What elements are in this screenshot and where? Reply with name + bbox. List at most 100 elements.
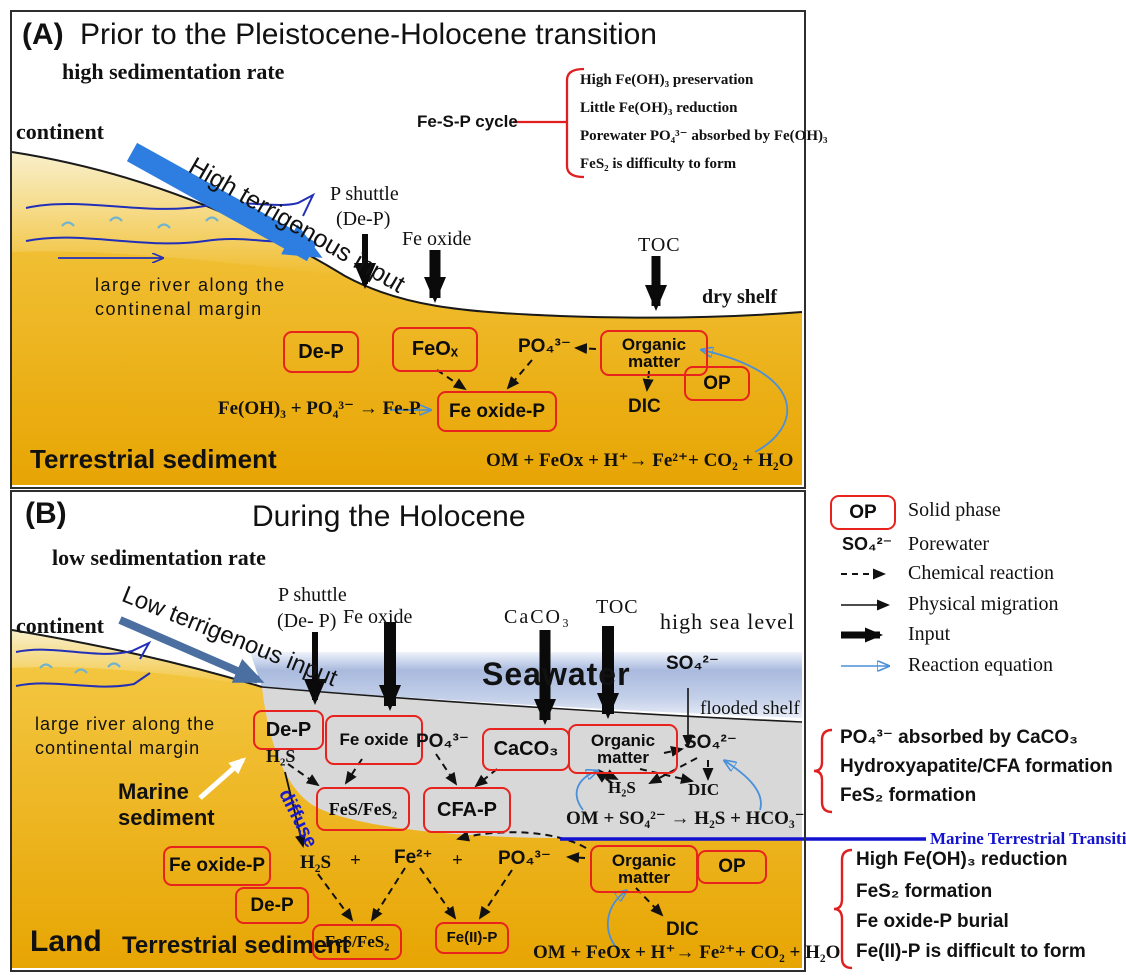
river-label-a-line2: continenal margin <box>95 299 263 319</box>
marine-sediment-pointer-icon <box>198 757 246 800</box>
river-label-b-line1: large river along the <box>35 714 216 734</box>
annotation-brackets <box>813 728 853 970</box>
terrestrial-note-2: FeS₂ formation <box>856 881 993 902</box>
box-fe-oxide-p-a: Fe oxide-P <box>437 391 557 432</box>
marine-note-1: PO₄³⁻ absorbed by CaCO₃ <box>840 727 1078 748</box>
p-shuttle-label-a-line2: (De-P) <box>336 208 391 230</box>
fe-oxide-label-b: Fe oxide <box>343 606 413 628</box>
panel-a-terrain <box>11 151 803 485</box>
diffuse-arrow <box>284 771 306 848</box>
sedimentation-rate-label-b: low sedimentation rate <box>52 545 266 570</box>
cycle-item-3: Porewater PO₄³⁻ absorbed by Fe(OH)₃ <box>580 128 828 144</box>
porewater-po4-upper: PO₄³⁻ <box>416 731 469 752</box>
cycle-item-1: High Fe(OH)₃ preservation <box>580 72 754 88</box>
marine-sediment-label-line2: sediment <box>118 805 215 830</box>
p-shuttle-label-b-line1: P shuttle <box>278 584 347 606</box>
terrestrial-sediment-label-b: Terrestrial sediment <box>122 932 350 959</box>
legend-label-physical-migration: Physical migration <box>908 593 1059 615</box>
porewater-po4-a: PO₄³⁻ <box>518 336 571 357</box>
terrestrial-sediment-label-a: Terrestrial sediment <box>30 444 277 474</box>
high-sea-level-label: high sea level <box>660 609 795 634</box>
legend-so4-symbol: SO₄²⁻ <box>842 534 893 554</box>
reaction-arrows-a <box>390 350 789 453</box>
porewater-h2s-upper: H₂S <box>266 746 296 766</box>
panel-b-frame <box>10 490 806 972</box>
plus-sign-2: + <box>452 850 463 871</box>
flooded-shelf-label: flooded shelf <box>700 698 800 719</box>
cycle-item-4: FeS₂ is difficulty to form <box>580 156 737 172</box>
dry-shelf-label: dry shelf <box>702 286 777 308</box>
toc-label-a: TOC <box>638 234 681 256</box>
box-feox-a: FeOₓ <box>392 327 478 372</box>
box-fes-b-lower: FeS/FeS₂ <box>312 924 402 960</box>
box-de-p-b-upper: De-P <box>253 710 324 750</box>
legend-label-solid-phase: Solid phase <box>908 499 1001 521</box>
terrestrial-note-1: High Fe(OH)₃ reduction <box>856 849 1068 870</box>
legend-label-reaction-equation: Reaction equation <box>908 654 1053 676</box>
land-label: Land <box>30 925 102 958</box>
terrestrial-note-4: Fe(II)-P is difficult to form <box>856 941 1086 962</box>
river-label-b-line2: continental margin <box>35 738 201 758</box>
box-fe2-p-b: Fe(II)-P <box>435 922 509 954</box>
box-cfa-p-b: CFA-P <box>423 787 511 833</box>
panel-b-title: During the Holocene <box>252 500 526 533</box>
porewater-h2s-small: H₂S <box>608 778 636 797</box>
porewater-dic-lower: DIC <box>666 919 699 940</box>
transition-label: Marine Terrestrial Transition <box>930 829 1126 848</box>
box-organic-matter-b-lower: Organic matter <box>590 845 698 893</box>
cycle-bracket <box>513 67 585 179</box>
box-organic-matter-a: Organic matter <box>600 330 708 376</box>
porewater-so4: SO₄²⁻ <box>684 732 737 753</box>
plus-sign-1: + <box>350 850 361 871</box>
box-organic-matter-b-upper: Organic matter <box>568 724 678 774</box>
panel-a-frame <box>10 10 806 489</box>
box-caco3-b: CaCO₃ <box>482 728 570 771</box>
box-op-a: OP <box>684 366 750 401</box>
legend-op-box: OP <box>830 495 896 530</box>
box-op-b: OP <box>697 850 767 884</box>
equation-om-a: OM + FeOx + H⁺→ Fe²⁺+ CO₂ + H₂O <box>486 450 794 471</box>
marine-sediment-label-line1: Marine <box>118 779 189 804</box>
box-de-p-a: De-P <box>283 331 359 373</box>
continent-label-b: continent <box>16 613 104 638</box>
p-shuttle-label-b-line2: (De- P) <box>277 610 337 632</box>
box-fe-oxide-p-b: Fe oxide-P <box>163 846 271 886</box>
p-shuttle-label-a-line1: P shuttle <box>330 183 399 205</box>
input-arrows-a <box>354 234 667 311</box>
porewater-po4-lower: PO₄³⁻ <box>498 848 551 869</box>
panel-a-tag: (A) <box>22 18 64 51</box>
high-terrigenous-input-arrow-icon <box>126 142 323 262</box>
porewater-h2s-lower: H₂S <box>300 852 332 873</box>
box-fes-b-upper: FeS/FeS₂ <box>316 787 410 831</box>
legend-label-input: Input <box>908 623 951 645</box>
sedimentation-rate-label-a: high sedimentation rate <box>62 59 285 84</box>
equation-sulfate: OM + SO₄²⁻ → H₂S + HCO₃⁻ <box>566 808 805 829</box>
legend-symbols <box>841 568 890 666</box>
chemical-arrows-a <box>436 343 654 392</box>
legend-label-porewater: Porewater <box>908 533 990 555</box>
seawater-label: Seawater <box>482 656 631 692</box>
box-fe-oxide-b: Fe oxide <box>325 715 423 765</box>
so4-top-label: SO₄²⁻ <box>666 653 719 674</box>
marine-note-3: FeS₂ formation <box>840 785 977 806</box>
toc-label-b: TOC <box>596 596 639 618</box>
input-arrows-b <box>304 622 619 725</box>
porewater-dic-upper: DIC <box>688 780 720 799</box>
panel-b-tag: (B) <box>25 497 67 530</box>
box-de-p-b-lower: De-P <box>235 887 309 924</box>
terrestrial-note-3: Fe oxide-P burial <box>856 911 1009 932</box>
legend-label-chemical-reaction: Chemical reaction <box>908 562 1055 584</box>
cycle-item-2: Little Fe(OH)₃ reduction <box>580 100 738 116</box>
river-label-a-line1: large river along the <box>95 275 286 295</box>
porewater-fe2: Fe²⁺ <box>394 847 433 868</box>
equation-fe-p: Fe(OH)₃ + PO₄³⁻ → Fe-P <box>218 398 421 419</box>
cycle-label: Fe-S-P cycle <box>417 112 518 131</box>
equation-om-b: OM + FeOx + H⁺→ Fe²⁺+ CO₂ + H₂O <box>533 942 841 963</box>
caco3-label-b: CaCO₃ <box>504 606 571 628</box>
continent-label-a: continent <box>16 119 104 144</box>
marine-note-2: Hydroxyapatite/CFA formation <box>840 756 1113 777</box>
low-terrigenous-input-arrow-icon <box>118 616 265 684</box>
river-icon-b <box>15 640 152 688</box>
